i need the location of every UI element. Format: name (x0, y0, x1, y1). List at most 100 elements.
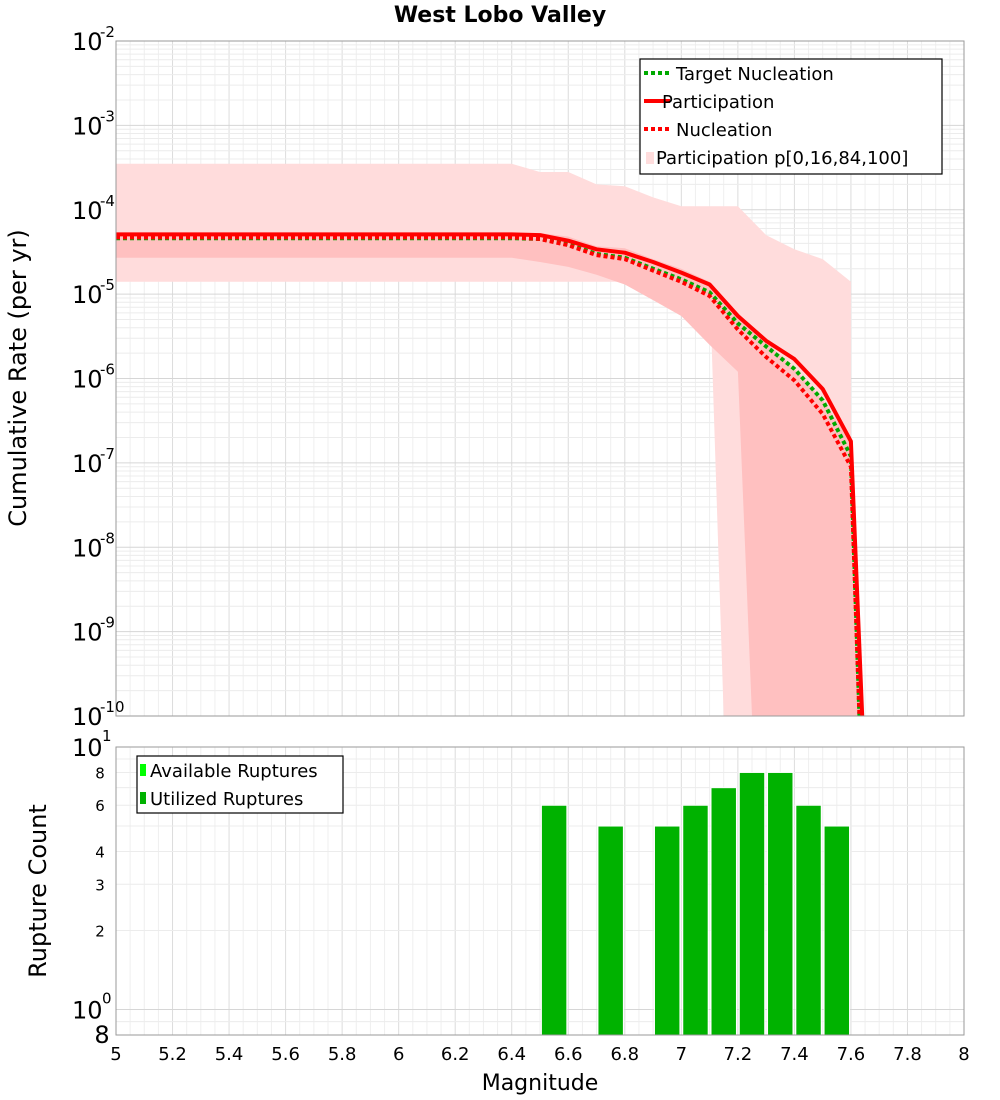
legend-swatch (646, 152, 654, 164)
bar-m6.55 (540, 804, 568, 1036)
legend-item: Available Ruptures (140, 761, 318, 782)
rate-axis-label: Cumulative Rate (per yr) (4, 229, 32, 527)
y-tick-exponent: -4 (100, 192, 115, 210)
y-tick-exponent: 1 (102, 727, 112, 745)
bar-m6.95 (653, 825, 681, 1036)
y-tick-base: 10 (72, 619, 103, 647)
y-tick-base: 10 (72, 197, 103, 225)
x-tick-label: 5 (110, 1044, 121, 1065)
x-tick-label: 6.2 (441, 1044, 470, 1065)
x-tick-label: 5.4 (215, 1044, 244, 1065)
count-axis-label: Rupture Count (24, 804, 52, 978)
y-tick-label: 10-10 (72, 698, 125, 731)
legend-item: Nucleation (644, 120, 772, 141)
legend-box (136, 755, 344, 814)
y-tick-exponent: -8 (100, 529, 115, 547)
y-minor-tick-label: 4 (95, 843, 105, 861)
y-tick-base: 10 (72, 112, 103, 140)
y-tick-label: 10 0 (72, 990, 112, 1025)
count-legend: Available Ruptures Utilized Ruptures (136, 755, 344, 814)
legend-item: Participation p[0,16,84,100] (646, 148, 908, 169)
count-bars (540, 771, 851, 1036)
legend-label: Available Ruptures (150, 761, 318, 782)
bar-m7.15 (710, 787, 737, 1036)
x-tick-label: 7.8 (893, 1044, 922, 1065)
y-tick-base: 10 (72, 28, 103, 56)
x-tick-label: 7.6 (837, 1044, 866, 1065)
y-tick-label: 10-9 (72, 614, 115, 647)
bar-m7.35 (767, 771, 794, 1036)
legend-label: Utilized Ruptures (150, 789, 303, 810)
y-tick-label: 10-5 (72, 276, 115, 309)
y-minor-tick-label: 8 (95, 764, 105, 782)
legend-box (639, 58, 943, 175)
y-tick-label: 10-6 (72, 361, 115, 394)
x-tick-label: 7 (676, 1044, 687, 1065)
series-line-participation (116, 232, 865, 716)
y-tick-exponent: -9 (100, 614, 115, 632)
y-tick-base: 10 (72, 734, 103, 762)
rate-series (116, 232, 865, 716)
rate-legend: Target Nucleation Participation Nucleation… (639, 58, 943, 175)
y-tick-label: 10-8 (72, 529, 115, 562)
legend-item: Participation (644, 92, 774, 113)
legend-item: Target Nucleation (644, 64, 834, 85)
rate-y-ticks: 10-210-310-410-510-610-710-810-910-10 (72, 23, 125, 731)
count-plot-frame (115, 746, 965, 1036)
y-tick-exponent: -7 (100, 445, 115, 463)
magnitude-axis-label: Magnitude (482, 1071, 599, 1096)
bar-m6.75 (597, 825, 624, 1036)
legend-label: Target Nucleation (675, 64, 834, 85)
y-tick-exponent: -10 (100, 698, 125, 716)
y-tick-label: 10-7 (72, 445, 115, 478)
x-tick-label: 8 (958, 1044, 969, 1065)
x-tick-label: 5.2 (158, 1044, 187, 1065)
y-tick-exponent: -2 (100, 23, 115, 41)
x-tick-label: 5.6 (271, 1044, 300, 1065)
y-tick-exponent: -5 (100, 276, 115, 294)
y-tick-base: 10 (72, 366, 103, 394)
y-tick-exponent: -3 (100, 107, 115, 125)
band-p16-p84 (116, 233, 863, 716)
x-tick-label: 6.8 (610, 1044, 639, 1065)
y-bottom-tick-label: 8 (94, 1021, 109, 1049)
y-tick-exponent: 0 (102, 990, 112, 1008)
y-tick-base: 10 (72, 997, 103, 1025)
legend-swatch (140, 792, 146, 804)
y-tick-label: 10 1 (72, 727, 112, 762)
y-tick-exponent: -6 (100, 361, 115, 379)
y-tick-base: 10 (72, 534, 103, 562)
legend-label: Participation (662, 92, 774, 113)
y-tick-label: 10-3 (72, 107, 115, 140)
rate-plot-frame (115, 40, 965, 717)
x-tick-label: 7.4 (780, 1044, 809, 1065)
x-tick-label: 7.2 (724, 1044, 753, 1065)
x-tick-label: 5.8 (328, 1044, 357, 1065)
y-minor-tick-label: 6 (95, 797, 105, 815)
y-minor-tick-label: 3 (95, 876, 105, 894)
bar-m7.25 (738, 771, 766, 1036)
y-tick-base: 10 (72, 703, 103, 731)
legend-label: Participation p[0,16,84,100] (656, 148, 908, 169)
bar-m7.55 (823, 825, 851, 1036)
legend-label: Nucleation (676, 120, 772, 141)
legend-item: Utilized Ruptures (140, 789, 303, 810)
chart-title: West Lobo Valley (394, 3, 606, 28)
y-tick-base: 10 (72, 281, 103, 309)
bar-m7.45 (795, 804, 822, 1036)
bar-m7.05 (682, 804, 709, 1036)
y-tick-label: 10-4 (72, 192, 115, 225)
rate-bands (116, 163, 863, 716)
y-minor-tick-label: 2 (95, 923, 105, 941)
x-tick-label: 6 (393, 1044, 404, 1065)
x-tick-label: 6.4 (497, 1044, 526, 1065)
series-line-nucleation (116, 235, 862, 716)
x-tick-label: 6.6 (554, 1044, 583, 1065)
y-tick-label: 10-2 (72, 23, 115, 56)
legend-swatch (140, 764, 146, 776)
x-ticks: 5 5.2 5.4 5.6 5.8 6 6.2 6.4 6.6 6.8 7 7.2 7.4 7.6 7.8 8 (110, 1044, 969, 1065)
y-tick-base: 10 (72, 450, 103, 478)
